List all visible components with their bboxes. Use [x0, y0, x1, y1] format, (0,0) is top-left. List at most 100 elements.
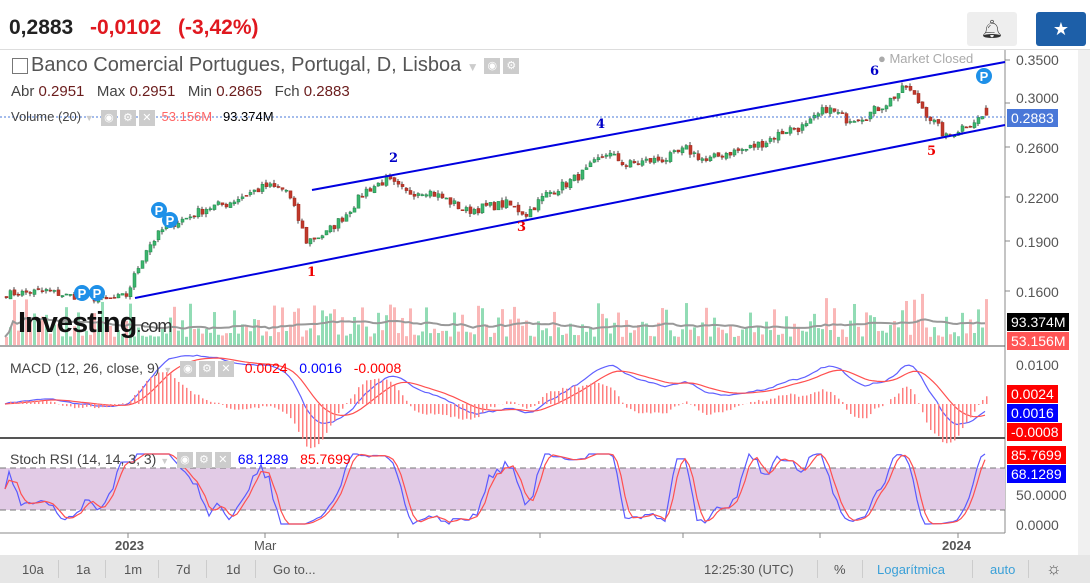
macd-histogram-bar: [674, 404, 676, 407]
candle: [704, 158, 709, 161]
watermark-suffix: .com: [136, 316, 172, 336]
eye-icon[interactable]: ◉: [179, 361, 196, 378]
range-10a[interactable]: 10a: [22, 562, 44, 577]
macd-histogram-bar: [366, 380, 368, 404]
macd-histogram-bar: [398, 390, 400, 404]
candle: [540, 196, 545, 202]
add-alert-button[interactable]: 🔔︎: [967, 12, 1017, 46]
macd-histogram-bar: [726, 404, 728, 411]
macd-histogram-bar: [466, 404, 468, 419]
volume-bar: [25, 299, 28, 345]
candle: [652, 157, 657, 163]
volume-bar: [465, 331, 468, 345]
volume-bar: [973, 332, 976, 345]
volume-bar: [605, 318, 608, 345]
candle: [332, 225, 337, 230]
gear-icon[interactable]: ⚙: [503, 57, 520, 74]
chart-canvas[interactable]: PPP PP: [0, 50, 1090, 555]
eye-icon[interactable]: ◉: [100, 109, 117, 126]
close-icon[interactable]: ✕: [217, 361, 234, 378]
volume-bar: [241, 324, 244, 345]
range-1d[interactable]: 1d: [226, 562, 241, 577]
volume-bar: [937, 335, 940, 345]
candle: [292, 197, 297, 206]
log-toggle[interactable]: Logarítmica: [877, 562, 945, 577]
goto-button[interactable]: Go to...: [273, 562, 316, 577]
eye-icon[interactable]: ◉: [176, 452, 193, 469]
volume-bar: [257, 319, 260, 345]
volume-bar: [957, 336, 960, 345]
candle: [740, 149, 745, 151]
macd-histogram-bar: [190, 390, 192, 404]
gear-icon[interactable]: ⚙: [198, 361, 215, 378]
volume-bar: [229, 333, 232, 345]
candle: [528, 208, 533, 218]
macd-histogram-bar: [22, 400, 24, 404]
gear-icon[interactable]: ⚙: [119, 109, 136, 126]
volume-bar: [61, 336, 64, 345]
range-7d[interactable]: 7d: [176, 562, 191, 577]
macd-histogram-bar: [962, 404, 964, 429]
macd-histogram-bar: [898, 393, 900, 404]
volume-bar: [233, 310, 236, 345]
chevron-down-icon[interactable]: ▼: [163, 365, 173, 375]
volume-bar: [317, 335, 320, 345]
percent-toggle[interactable]: %: [834, 562, 846, 577]
range-1m[interactable]: 1m: [124, 562, 143, 577]
macd-histogram-bar: [686, 401, 688, 404]
volume-bar: [177, 330, 180, 345]
volume-bar: [661, 308, 664, 345]
add-watchlist-button[interactable]: ★: [1036, 12, 1086, 46]
candle: [520, 211, 525, 215]
macd-histogram-bar: [214, 402, 216, 404]
candle: [384, 175, 389, 186]
macd-histogram-bar: [458, 404, 460, 419]
candle: [52, 290, 57, 292]
candle: [116, 294, 121, 299]
volume-bar: [97, 321, 100, 345]
volume-bar: [445, 330, 448, 345]
candle: [16, 293, 21, 296]
macd-histogram-bar: [622, 402, 624, 404]
candle: [124, 293, 129, 297]
chevron-down-icon[interactable]: ▼: [84, 113, 94, 123]
eye-icon[interactable]: ◉: [484, 57, 501, 74]
volume-bar: [837, 336, 840, 345]
volume-bar: [761, 334, 764, 345]
candle: [468, 206, 473, 214]
volume-bar: [597, 303, 600, 345]
macd-histogram-bar: [182, 384, 184, 404]
gear-icon[interactable]: ☼: [1046, 559, 1062, 578]
volume-bar: [361, 307, 364, 345]
candle: [892, 96, 897, 99]
volume-bar: [593, 336, 596, 345]
macd-histogram-bar: [734, 404, 736, 408]
macd-histogram-bar: [230, 404, 232, 409]
candle: [208, 208, 213, 210]
x-tick-mar: Mar: [254, 538, 277, 553]
macd-histogram-bar: [54, 402, 56, 404]
volume-bar: [637, 325, 640, 345]
volume-bar: [185, 336, 188, 345]
macd-histogram-bar: [422, 404, 424, 414]
close-icon[interactable]: ✕: [138, 109, 155, 126]
macd-histogram-bar: [546, 393, 548, 404]
volume-bar: [33, 313, 36, 345]
volume-bar: [901, 310, 904, 345]
close-icon[interactable]: ✕: [214, 452, 231, 469]
range-1a[interactable]: 1a: [76, 562, 91, 577]
volume-bar: [225, 333, 228, 345]
candle: [636, 163, 641, 165]
collapse-icon[interactable]: [12, 57, 28, 74]
candle: [148, 244, 153, 253]
chevron-down-icon[interactable]: ▼: [466, 60, 479, 74]
macd-histogram-value: -0.0008: [353, 360, 402, 376]
candle: [600, 156, 605, 158]
auto-toggle[interactable]: auto: [990, 562, 1016, 577]
volume-bar: [573, 334, 576, 345]
chevron-down-icon[interactable]: ▼: [160, 456, 170, 466]
macd-histogram-bar: [170, 373, 172, 404]
gear-icon[interactable]: ⚙: [195, 452, 212, 469]
macd-histogram-bar: [18, 402, 20, 404]
volume-bar: [801, 330, 804, 345]
